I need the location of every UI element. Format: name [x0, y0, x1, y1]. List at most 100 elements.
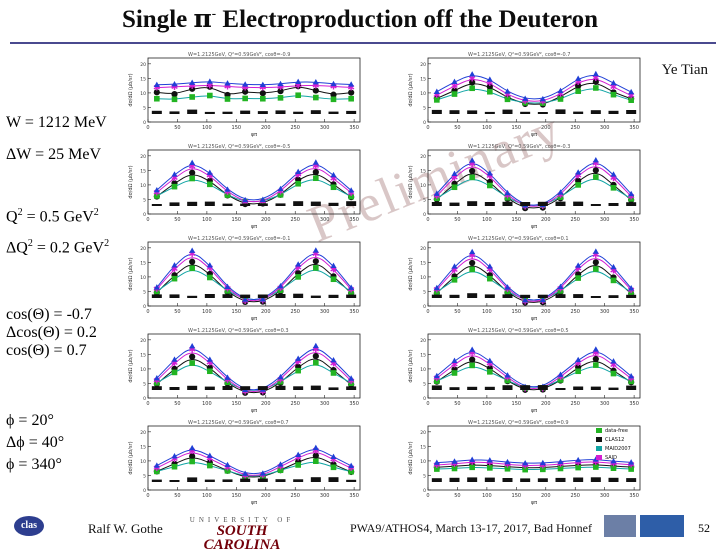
panel-title: W=1.2125GeV, Q²=0.59GeV², cosθ=0.9: [468, 420, 569, 426]
data-point-green: [504, 377, 511, 384]
data-point-blue: [433, 190, 440, 196]
data-point-green: [224, 379, 231, 386]
data-point-magenta: ✱: [206, 172, 214, 182]
x-tick-label: 200: [261, 309, 271, 315]
error-bar: [187, 295, 198, 298]
legend-swatch: [596, 455, 602, 460]
data-point-black: [259, 90, 266, 97]
data-point-magenta: ✱: [312, 250, 320, 260]
error-bar: [449, 202, 460, 206]
data-point-magenta: ✱: [574, 171, 582, 181]
y-tick-label: 0: [143, 304, 146, 310]
data-point-green: [610, 370, 617, 377]
data-point-green: [154, 380, 160, 386]
data-point-magenta: ✱: [259, 84, 267, 94]
error-bar: [257, 294, 268, 298]
data-point-blue: [189, 247, 196, 253]
data-point-green: [154, 288, 160, 295]
data-point-green: [593, 464, 599, 470]
data-point-blue: [312, 342, 319, 349]
error-bar: [151, 110, 162, 114]
data-point-magenta: ✱: [451, 460, 459, 470]
legend-swatch: [596, 437, 602, 442]
data-point-blue: [522, 460, 529, 466]
legend-label: SAID: [605, 455, 617, 461]
data-point-blue: [330, 171, 337, 178]
data-point-magenta: ✱: [206, 81, 214, 91]
error-bar: [626, 110, 637, 114]
data-point-green: [593, 174, 599, 180]
panel-title: W=1.2125GeV, Q²=0.59GeV², cosθ=0.5: [468, 328, 569, 334]
data-point-blue: [539, 296, 546, 303]
data-point-blue: [451, 263, 458, 269]
legend-label: CLAS12: [605, 437, 624, 443]
error-bar: [151, 204, 162, 206]
y-tick-label: 20: [140, 430, 146, 436]
model-curve-black: [156, 456, 352, 478]
data-point-green: [451, 465, 458, 472]
data-point-blue: [277, 185, 284, 192]
data-point-magenta: ✱: [188, 447, 196, 457]
error-bar: [169, 111, 180, 114]
error-bar: [467, 386, 478, 390]
data-point-blue: [433, 372, 440, 379]
data-point-green: [469, 174, 475, 181]
data-point-blue: [348, 375, 355, 381]
title-superscript: -: [211, 5, 217, 21]
data-point-green: [487, 369, 493, 375]
data-point-green: [330, 96, 337, 103]
error-bar: [328, 202, 339, 206]
data-point-green: [504, 288, 511, 295]
panel-title: W=1.2125GeV, Q²=0.59GeV², cosθ=0.3: [188, 328, 289, 334]
data-point-blue: [295, 168, 302, 175]
data-point-green: [575, 464, 581, 471]
model-curve-magenta: [156, 84, 352, 89]
data-point-green: [295, 180, 301, 187]
y-tick-label: 5: [143, 289, 146, 295]
error-bar: [590, 477, 601, 482]
data-point-green: [224, 288, 231, 294]
y-tick-label: 0: [143, 212, 146, 218]
data-point-magenta: ✱: [259, 471, 267, 481]
x-tick-label: 200: [261, 125, 271, 131]
y-axis-label: dσ/dΩ (μb/sr): [408, 165, 414, 198]
y-tick-label: 10: [140, 183, 146, 189]
data-point-green: [628, 289, 634, 296]
data-point-magenta: ✱: [451, 82, 459, 92]
data-point-green: [207, 274, 213, 281]
data-point-blue: [330, 453, 337, 460]
y-tick-label: 20: [140, 62, 146, 68]
error-bar: [240, 478, 251, 482]
x-tick-label: 250: [570, 217, 580, 223]
plot-panel: W=1.2125GeV, Q²=0.59GeV², cosθ=0.9 dσ/dΩ …: [408, 420, 641, 506]
data-point-black: [189, 169, 196, 176]
data-point-blue: [312, 444, 319, 451]
data-point-green: [224, 96, 231, 102]
model-curve-black: [436, 464, 632, 469]
data-point-blue: [469, 456, 476, 462]
data-point-magenta: ✱: [451, 266, 459, 276]
y-tick-label: 15: [420, 444, 426, 450]
x-tick-label: 350: [629, 309, 639, 315]
error-bar: [204, 294, 215, 298]
data-point-blue: [592, 346, 599, 352]
data-point-magenta: ✱: [206, 359, 214, 369]
data-point-magenta: ✱: [574, 264, 582, 274]
x-tick-label: 200: [261, 493, 271, 499]
y-tick-label: 0: [143, 488, 146, 494]
data-point-blue: [224, 461, 231, 468]
model-curve-green: [156, 364, 352, 391]
model-curve-black: [436, 265, 632, 303]
error-bar: [275, 203, 286, 206]
data-point-magenta: ✱: [451, 360, 459, 370]
error-bar: [502, 294, 513, 298]
error-bar: [222, 203, 233, 206]
panel-frame: [427, 241, 641, 307]
model-curve-black: [436, 360, 632, 391]
data-point-magenta: ✱: [610, 174, 618, 184]
cross-section-plots: W=1.2125GeV, Q²=0.59GeV², cosθ=-0.9 dσ/dΩ…: [128, 52, 641, 506]
data-point-blue: [592, 456, 599, 462]
error-bar: [626, 478, 637, 482]
data-point-magenta: ✱: [347, 83, 355, 93]
error-bar: [275, 479, 286, 482]
